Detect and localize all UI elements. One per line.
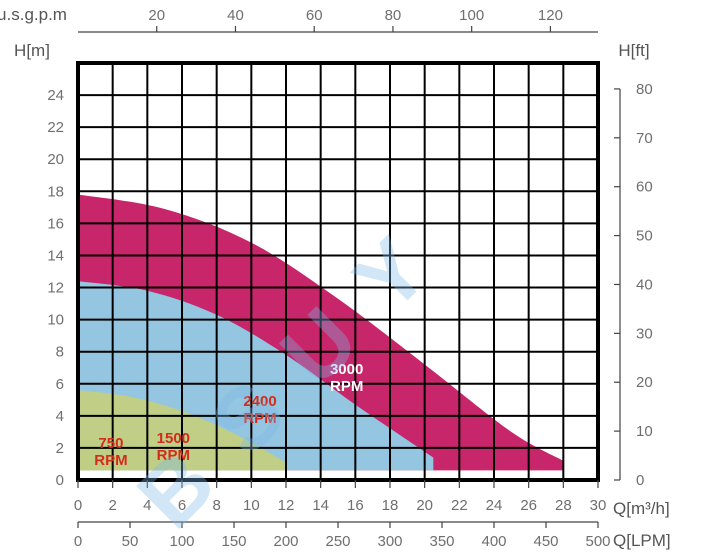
y-tick-label-1: 2	[56, 440, 64, 457]
y-tick-label-6: 12	[47, 280, 64, 297]
series-labels: 3000 RPM 2400 RPM 1500 RPM 750 RPM	[94, 361, 363, 469]
ft-tick-label-6: 60	[636, 179, 653, 196]
y-tick-label-4: 8	[56, 344, 64, 361]
lpm-tick-label-6: 300	[377, 533, 402, 550]
y-tick-label-11: 22	[47, 119, 64, 136]
usgpm-tick-label-5: 120	[538, 7, 563, 24]
usgpm-tick-label-4: 100	[459, 7, 484, 24]
usgpm-tick-label-1: 40	[227, 7, 244, 24]
lpm-tick-label-9: 450	[533, 533, 558, 550]
y-tick-label-9: 18	[47, 183, 64, 200]
y-tick-label-12: 24	[47, 87, 64, 104]
x-tick-label-4: 8	[212, 497, 220, 514]
lpm-tick-label-3: 150	[221, 533, 246, 550]
x-tick-label-8: 16	[347, 497, 364, 514]
series-label-2: 1500 RPM	[157, 430, 190, 464]
x-tick-label-14: 28	[555, 497, 572, 514]
lpm-tick-label-2: 100	[169, 533, 194, 550]
x-tick-label-1: 2	[108, 497, 116, 514]
plot-frame	[76, 61, 600, 482]
x-tick-label-7: 14	[312, 497, 329, 514]
ft-tick-label-0: 0	[636, 472, 644, 489]
x-tick-label-0: 0	[74, 497, 82, 514]
ft-tick-label-5: 50	[636, 228, 653, 245]
x-tick-label-3: 6	[178, 497, 186, 514]
ft-tick-label-8: 80	[636, 81, 653, 98]
series-label-3: 750 RPM	[94, 435, 127, 469]
usgpm-tick-label-0: 20	[148, 7, 165, 24]
y-axis-label-m: H[m]	[14, 41, 50, 60]
ft-tick-label-3: 30	[636, 325, 653, 342]
lpm-tick-label-0: 0	[74, 533, 82, 550]
series-area-3	[78, 438, 174, 471]
y-tick-label-5: 10	[47, 312, 64, 329]
series-label-1: 2400 RPM	[243, 393, 276, 427]
x-tick-label-9: 18	[382, 497, 399, 514]
y-tick-label-10: 20	[47, 151, 64, 168]
x-tick-label-2: 4	[143, 497, 151, 514]
lpm-tick-label-10: 500	[585, 533, 610, 550]
lpm-tick-label-7: 350	[429, 533, 454, 550]
lpm-tick-label-4: 200	[273, 533, 298, 550]
ft-tick-label-1: 10	[636, 423, 653, 440]
usgpm-tick-label-3: 80	[385, 7, 402, 24]
lpm-tick-label-1: 50	[122, 533, 139, 550]
x-tick-label-10: 20	[416, 497, 433, 514]
x-tick-label-11: 22	[451, 497, 468, 514]
y-tick-label-7: 14	[47, 247, 64, 264]
x-tick-label-6: 12	[278, 497, 295, 514]
ft-tick-label-2: 20	[636, 374, 653, 391]
y-tick-label-2: 4	[56, 408, 64, 425]
x-tick-label-12: 24	[486, 497, 503, 514]
y-tick-label-3: 6	[56, 376, 64, 393]
x-tick-label-5: 10	[243, 497, 260, 514]
usgpm-axis-label: u.s.g.p.m	[0, 5, 67, 24]
x-axis-lpm-label: Q[LPM]	[613, 531, 671, 550]
tick-marks	[77, 26, 621, 528]
y-tick-label-8: 16	[47, 215, 64, 232]
y-tick-label-0: 0	[56, 472, 64, 489]
usgpm-tick-label-2: 60	[306, 7, 323, 24]
ft-tick-label-4: 40	[636, 276, 653, 293]
ft-tick-label-7: 70	[636, 130, 653, 147]
lpm-tick-label-8: 400	[481, 533, 506, 550]
lpm-tick-label-5: 250	[325, 533, 350, 550]
x-tick-label-13: 26	[520, 497, 537, 514]
series-label-0: 3000 RPM	[330, 361, 363, 395]
x-axis-label: Q[m³/h]	[613, 499, 670, 518]
x-tick-label-15: 30	[590, 497, 607, 514]
grid-lines	[76, 61, 600, 482]
y-axis-label-ft: H[ft]	[618, 41, 649, 60]
